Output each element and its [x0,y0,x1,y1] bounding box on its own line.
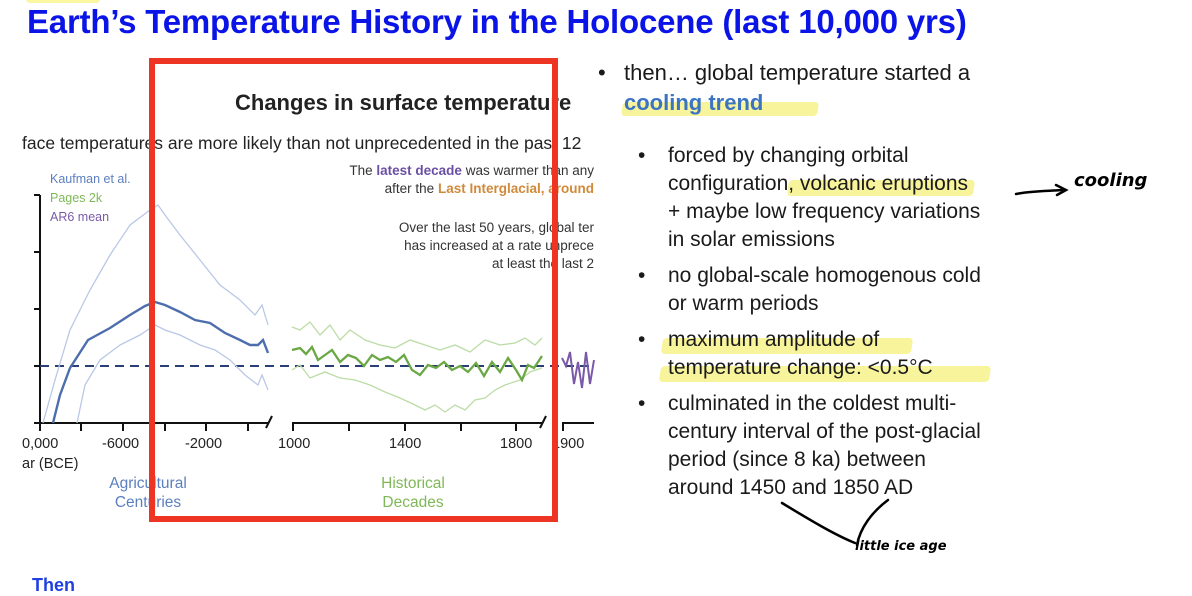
x-tick-1800: 1800 [500,436,533,452]
bullet-line: period (since 8 ka) between [668,448,926,471]
bullet-line: century interval of the post-glacial [668,420,981,443]
chart-subtitle: face temperatures are more likely than n… [22,133,582,153]
note-text: after the [384,181,438,196]
bullet-line: maximum amplitude of [668,328,880,351]
x-tick-1000: 1000 [278,436,311,452]
red-annotation-box [149,58,558,522]
chart-title: Changes in surface temperature [235,90,572,115]
note-line: Over the last 50 years, global ter [398,220,594,235]
period-label: Historical [381,475,445,492]
bullet-line: temperature change: <0.5°C [668,356,933,379]
handwritten-cooling: cooling [1074,170,1148,191]
bullet-dot: • [638,392,646,415]
cooling-trend-emphasis: cooling trend [624,90,764,115]
bullet-line: in solar emissions [668,228,835,251]
period-label: Agricultural [109,475,187,492]
period-agricultural-centuries: Agricultural Centuries [100,474,196,512]
slide-title: Earth’s Temperature History in the Holoc… [27,3,967,40]
bullet-line: or warm periods [668,292,819,315]
bullet-line: around 1450 and 1850 AD [668,476,914,499]
legend-ar6: AR6 mean [50,210,110,224]
note-latest-decade: latest decade [376,163,462,178]
chart-legend: Kaufman et al. Pages 2k AR6 mean [50,170,131,227]
bracket-right-stroke [855,498,890,547]
bullet-line: + maybe low frequency variations [668,200,981,223]
x-tick-2000: -2000 [185,436,223,452]
legend-pages2k: Pages 2k [50,191,103,205]
bullet-dot: • [638,264,646,287]
bullet-line: no global-scale homogenous cold [668,264,981,287]
note-line: has increased at a rate unprece [404,238,594,253]
x-tick-1900: 1900 [552,436,585,452]
period-label: Decades [382,494,444,511]
bullet-line: configuration, volcanic eruptions [668,172,969,195]
bullet-text: then… global temperature started a [624,60,971,85]
bullet-line: culminated in the coldest multi- [668,392,957,415]
note-line: at least the last 2 [491,256,594,271]
x-axis-label: ar (BCE) [22,456,79,472]
period-historical-decades: Historical Decades [365,474,461,512]
title-highlight [26,0,100,3]
bullet-dot: • [598,60,606,85]
legend-kaufman: Kaufman et al. [50,172,131,186]
note-text: The [349,163,377,178]
note-text: was warmer than any [461,163,594,178]
x-tick-10000: 0,000 [22,436,59,452]
bullet-line: forced by changing orbital [668,144,909,167]
bullet-dot: • [638,144,646,167]
handwritten-little-ice-age: little ice age [855,539,947,554]
period-label: Centuries [114,494,182,511]
x-tick-6000: -6000 [102,436,140,452]
chart-note-50-years: Over the last 50 years, global ter has i… [399,219,594,273]
temperature-chart-plot [34,194,595,431]
next-section-heading: Then [32,575,75,595]
arrow-icon [1014,188,1064,196]
x-tick-1400: 1400 [389,436,422,452]
bullet-dot: • [638,328,646,351]
bracket-left-stroke [780,501,857,545]
